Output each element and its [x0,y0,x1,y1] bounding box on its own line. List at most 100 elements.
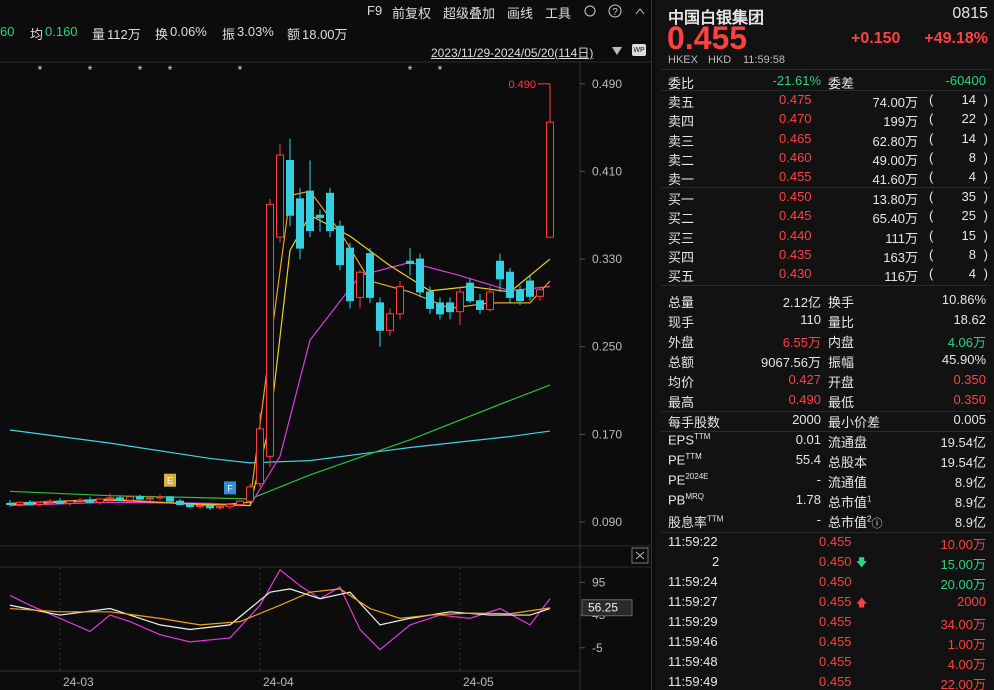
quote-panel: 中国白银集团 0815 0.455 +0.150 +49.18% HKEX HKD 11:59… [655,0,994,690]
candle-body [386,313,394,331]
wp-icon[interactable] [632,44,646,56]
stat-value: 8.9亿 [954,495,986,510]
candle-body [466,282,474,302]
book-level: 买五 [668,269,695,285]
toolbar-button[interactable]: 画线 [507,6,534,21]
y-tick-label: 0.410 [592,164,622,178]
stat-value: 0.427 [788,372,821,387]
event-label: F [227,483,233,493]
y-tick-label: 0.170 [592,427,622,441]
book-volume: 163万 [883,249,918,265]
toolbar-button[interactable]: 超级叠加 [443,6,496,21]
stat-label: 总量 [668,292,694,311]
trade-time: 11:59:49 [668,674,718,689]
book-volume: 13.80万 [872,192,918,207]
book-volume: 41.60万 [872,172,918,188]
stat-label: 开盘 [828,372,854,391]
toolbar-button[interactable]: 前复权 [392,6,432,21]
candle-body [306,190,314,232]
trade-volume: 20.00万 [940,577,986,592]
toolbar-button[interactable]: 工具 [545,6,572,21]
stat-value: 8.9亿 [954,475,986,490]
y-tick-label: 95 [592,575,606,589]
event-badge [164,473,176,487]
candle-body [216,506,224,509]
info-icon[interactable]: ⓘ [871,518,883,530]
price-change-pct: +49.18% [924,30,988,47]
separator [661,431,991,432]
paren: ) [983,130,988,146]
trade-price: 0.450 [819,554,852,569]
book-price: 0.475 [779,92,812,107]
indicator-line [9,588,551,626]
stat-label: PBMRQ [668,492,704,507]
trade-volume: 22.00万 [940,677,986,690]
max-label: 0.490 [508,79,536,91]
quote-label: 振 [222,27,236,42]
trade-time: 11:59:22 [668,534,718,549]
book-level: 买一 [668,192,695,207]
stat-label-sup: 2 [867,514,872,524]
candle-body [126,496,134,501]
stat-label: 每手股数 [668,412,720,431]
dropdown-icon[interactable] [612,47,622,55]
paren: ) [983,246,988,262]
stat-label-text: 每手股数 [668,415,721,430]
trade-price: 0.455 [819,534,852,549]
candle-body [66,500,74,504]
candle-body [346,247,354,302]
settings-icon[interactable] [584,5,596,17]
date-range[interactable]: 2023/11/29-2024/05/20(114日) [431,46,594,60]
candle-body [266,203,274,457]
book-price: 0.455 [779,169,812,185]
y-tick-label: 0.490 [592,77,622,91]
book-volume: 116万 [884,269,918,285]
book-count: 8 [968,246,976,262]
stat-label-text: 最高 [668,395,695,410]
stat-label-text: 最低 [828,395,855,410]
paren: ) [983,149,988,165]
trade-price: 0.455 [819,674,852,689]
quote-label: 均 [30,27,44,42]
help-icon[interactable] [608,4,622,18]
book-count: 14 [961,130,976,146]
candle-body [506,271,514,298]
close-button[interactable] [631,547,649,564]
toolbar-button[interactable]: F9 [367,3,383,18]
candle-body [86,499,94,503]
book-volume: 65.40万 [872,211,918,227]
marker-star: * [238,63,243,77]
book-level: 买二 [668,211,695,227]
book-price: 0.470 [779,111,812,127]
stat-value: 2000 [792,412,821,427]
trade-volume: 10.00万 [940,537,986,552]
paren: ( [929,111,934,127]
stat-label-sup: TTM [685,452,702,461]
candle-body [456,291,464,313]
paren: ( [929,208,934,224]
stat-label-text: 现手 [668,315,695,330]
candle-body [156,496,164,499]
stat-value: 2.12亿 [782,295,821,310]
book-price: 0.430 [779,266,812,282]
paren: ( [929,149,934,165]
current-value-box [581,599,633,617]
book-volume: 49.00万 [872,152,918,168]
candle-body [406,260,414,264]
trade-price: 0.455 [819,594,852,609]
y-tick-label: 0.090 [592,515,622,529]
stat-label-text: EPS [668,432,695,448]
paren: ( [929,227,934,243]
trade-price: 0.455 [819,654,852,669]
book-volume: 74.00万 [872,95,918,110]
stat-label-sup: TTM [694,432,711,441]
candle-body [396,285,404,315]
stock-code: 0815 [952,5,988,22]
collapse-icon[interactable] [635,8,645,15]
paren: ) [983,266,988,282]
book-level: 卖五 [668,95,695,110]
candle-body [296,198,304,249]
stat-label-text: 振幅 [828,355,855,370]
stat-value: 45.90% [941,352,986,367]
